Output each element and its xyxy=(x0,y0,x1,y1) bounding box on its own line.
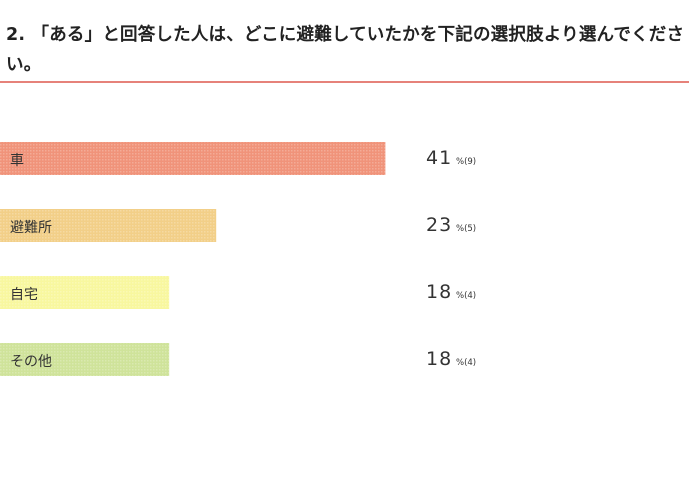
percent-label-3: 18 xyxy=(426,348,452,370)
percent-label-2: 18 xyxy=(426,281,452,303)
count-label-1: %(5) xyxy=(456,224,476,234)
bar-texture-3 xyxy=(0,343,170,376)
category-label-2: 自宅 xyxy=(10,287,38,303)
bar-texture-1 xyxy=(0,209,217,242)
percent-label-0: 41 xyxy=(426,147,452,169)
count-label-2: %(4) xyxy=(456,291,476,301)
category-label-1: 避難所 xyxy=(10,220,52,236)
bar-texture-0 xyxy=(0,142,386,175)
title-divider xyxy=(0,81,689,83)
question-title: 2. 「ある」と回答した人は、どこに避難していたかを下記の選択肢より選んでくださ… xyxy=(6,25,685,75)
bar-texture-2 xyxy=(0,276,170,309)
count-label-3: %(4) xyxy=(456,358,476,368)
percent-label-1: 23 xyxy=(426,214,452,236)
count-label-0: %(9) xyxy=(456,157,476,167)
category-label-3: その他 xyxy=(10,354,52,370)
category-label-0: 車 xyxy=(10,152,24,169)
